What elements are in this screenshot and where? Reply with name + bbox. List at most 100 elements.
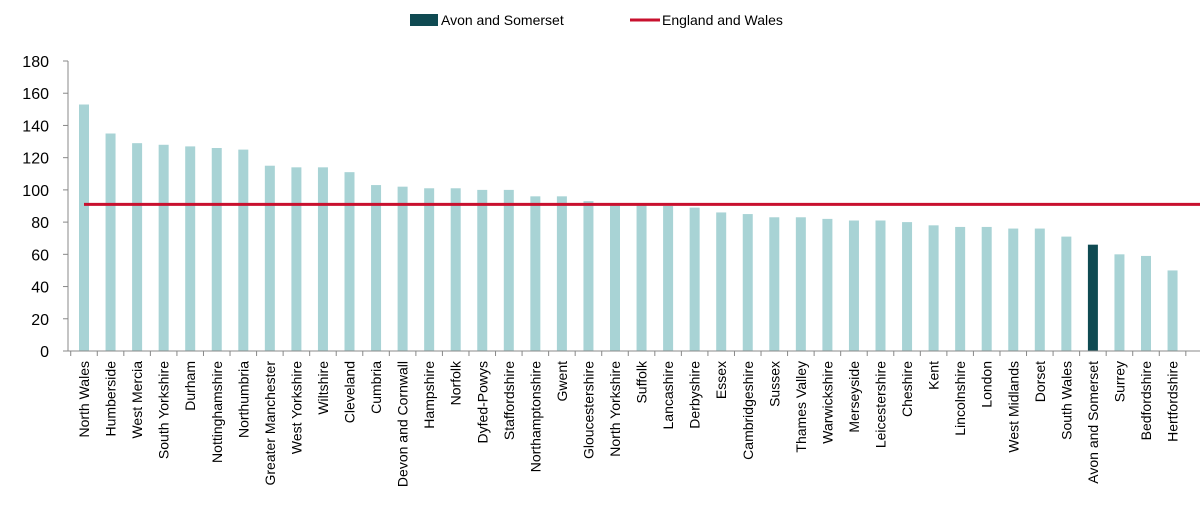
x-tick-label: South Wales xyxy=(1058,361,1074,440)
bar-northamptonshire xyxy=(530,196,541,351)
x-tick-label: Derbyshire xyxy=(687,361,703,429)
x-tick-label: Northumbria xyxy=(235,361,251,438)
bar-warwickshire xyxy=(822,218,833,351)
bars xyxy=(79,104,1178,351)
y-tick-label: 140 xyxy=(22,118,49,135)
bar-humberside xyxy=(105,133,116,351)
x-tick-label: Merseyside xyxy=(846,361,862,433)
x-tick-label: West Midlands xyxy=(1005,361,1021,453)
x-tick-label: Greater Manchester xyxy=(262,361,278,486)
x-tick-label: Humberside xyxy=(103,361,119,437)
x-tick-label: Cambridgeshire xyxy=(740,361,756,460)
bar-greater-manchester xyxy=(264,165,275,351)
x-tick-label: London xyxy=(979,361,995,408)
bar-suffolk xyxy=(636,204,647,351)
x-tick-label: Thames Valley xyxy=(793,361,809,453)
bar-staffordshire xyxy=(503,189,514,351)
x-tick-label: Leicestershire xyxy=(873,361,889,448)
y-tick-label: 20 xyxy=(31,312,49,329)
bar-kent xyxy=(928,225,939,351)
bar-west-yorkshire xyxy=(291,167,302,351)
bar-devon-and-cornwall xyxy=(397,186,408,351)
x-tick-label: Sussex xyxy=(766,361,782,407)
x-tick-label: Warwickshire xyxy=(819,361,835,444)
x-tick-label: Northamptonshire xyxy=(527,361,543,472)
x-tick-label: Gwent xyxy=(554,361,570,402)
bar-cambridgeshire xyxy=(742,214,753,351)
y-axis: 0 20 40 60 80 100 120 140 160 180 xyxy=(22,54,69,361)
x-tick-label: West Yorkshire xyxy=(288,361,304,454)
x-tick-label: North Wales xyxy=(76,361,92,438)
bar-bedfordshire xyxy=(1141,255,1151,351)
y-tick-label: 0 xyxy=(40,344,49,361)
bar-cheshire xyxy=(902,222,913,351)
x-tick-label: Hertfordshire xyxy=(1165,361,1181,442)
x-tick-label: Durham xyxy=(182,361,198,411)
bar-north-yorkshire xyxy=(610,204,620,351)
x-tick-label: Avon and Somerset xyxy=(1085,361,1101,484)
bar-derbyshire xyxy=(689,207,700,351)
x-tick-label: Surrey xyxy=(1111,361,1127,402)
bar-london xyxy=(981,226,992,351)
legend: Avon and Somerset England and Wales xyxy=(410,12,783,28)
legend-label-england-wales: England and Wales xyxy=(662,12,783,28)
bar-hertfordshire xyxy=(1167,270,1178,351)
y-tick-label: 120 xyxy=(22,151,49,168)
bar-gwent xyxy=(556,196,567,351)
bar-durham xyxy=(185,146,196,351)
bar-lincolnshire xyxy=(955,226,966,351)
x-tick-label: Nottinghamshire xyxy=(209,361,225,463)
x-tick-label: Cheshire xyxy=(899,361,915,417)
bar-cleveland xyxy=(344,172,355,351)
x-tick-label: Hampshire xyxy=(421,361,437,429)
x-tick-label: Wiltshire xyxy=(315,361,331,415)
bar-cumbria xyxy=(371,185,382,351)
bar-dorset xyxy=(1034,228,1045,351)
bar-south-yorkshire xyxy=(158,144,169,351)
y-tick-label: 160 xyxy=(22,86,49,103)
x-tick-label: South Yorkshire xyxy=(156,361,172,459)
bar-norfolk xyxy=(450,188,461,351)
legend-label-avon: Avon and Somerset xyxy=(441,12,564,28)
bar-north-wales xyxy=(79,104,89,351)
bar-sussex xyxy=(769,217,780,351)
bar-northumbria xyxy=(238,149,249,351)
bar-dyfed-powys xyxy=(477,189,488,351)
x-tick-label: Dyfed-Powys xyxy=(474,361,490,443)
y-tick-label: 60 xyxy=(31,247,49,264)
x-tick-label: Norfolk xyxy=(448,360,464,405)
x-tick-label: Lancashire xyxy=(660,361,676,430)
x-tick-label: Dorset xyxy=(1032,361,1048,402)
bar-hampshire xyxy=(424,188,435,351)
bar-surrey xyxy=(1114,254,1125,351)
y-tick-label: 180 xyxy=(22,54,49,71)
x-tick-label: Devon and Cornwall xyxy=(395,361,411,487)
bar-essex xyxy=(716,212,727,351)
bar-merseyside xyxy=(848,220,859,351)
bar-gloucestershire xyxy=(583,201,594,351)
x-tick-label: Suffolk xyxy=(634,360,650,404)
x-tick-label: West Mercia xyxy=(129,361,145,439)
x-tick-label: Staffordshire xyxy=(501,361,517,440)
y-tick-label: 100 xyxy=(22,183,49,200)
x-tick-label: Essex xyxy=(713,361,729,399)
x-tick-label: Lincolnshire xyxy=(952,361,968,436)
legend-swatch-avon xyxy=(410,14,438,26)
bar-nottinghamshire xyxy=(211,148,222,351)
x-tick-label: Cumbria xyxy=(368,361,384,414)
y-tick-label: 80 xyxy=(31,215,49,232)
x-tick-label: Bedfordshire xyxy=(1138,361,1154,441)
x-axis: North Wales Humberside West Mercia South Yo… xyxy=(68,350,1200,487)
bar-wiltshire xyxy=(317,167,328,351)
bar-leicestershire xyxy=(875,220,886,351)
y-tick-label: 40 xyxy=(31,280,49,297)
bar-west-midlands xyxy=(1008,228,1019,351)
bar-south-wales xyxy=(1061,236,1072,351)
x-tick-label: Cleveland xyxy=(342,361,358,423)
x-tick-label: Kent xyxy=(926,361,942,390)
bar-thames-valley xyxy=(795,217,806,351)
bar-west-mercia xyxy=(132,143,143,351)
x-tick-label: Gloucestershire xyxy=(580,361,596,459)
bar-avon-and-somerset xyxy=(1087,244,1098,351)
